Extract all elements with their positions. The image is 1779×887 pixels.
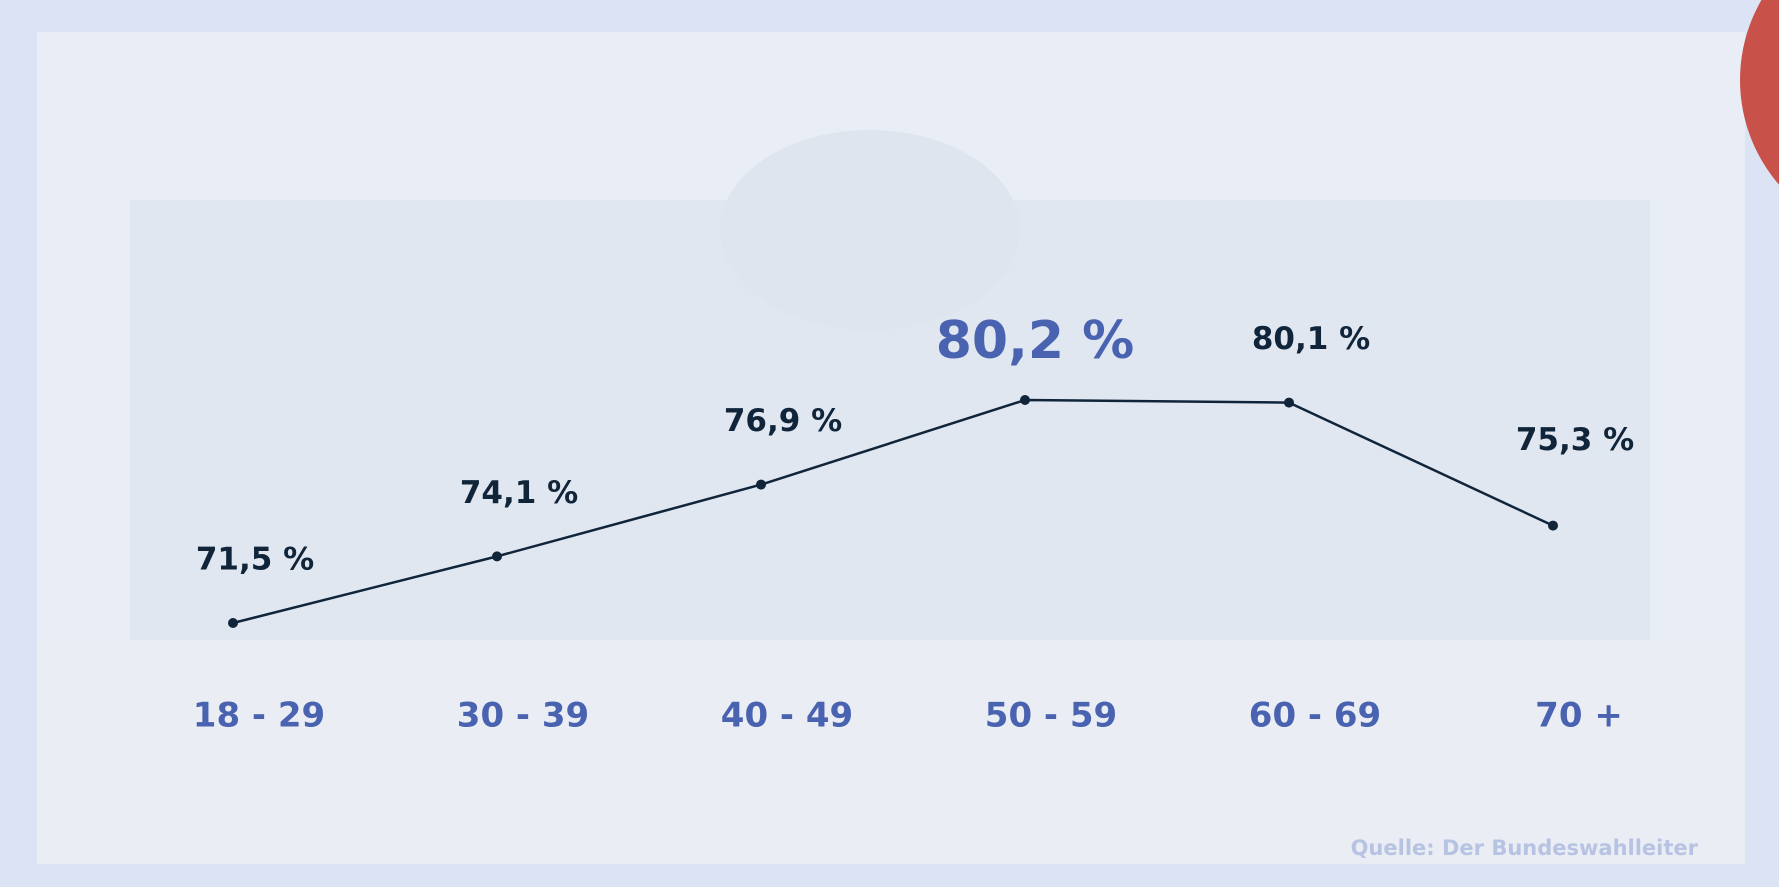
background-dome xyxy=(720,130,1020,330)
value-label: 71,5 % xyxy=(196,542,314,578)
line xyxy=(232,398,1554,625)
value-label: 74,1 % xyxy=(460,475,578,511)
x-tick-label: 18 - 29 xyxy=(193,696,325,736)
corner-decoration xyxy=(1740,0,1779,185)
point xyxy=(1020,395,1030,405)
point xyxy=(1548,520,1558,531)
value-label: 76,9 % xyxy=(724,403,842,439)
x-tick-label: 30 - 39 xyxy=(457,696,589,736)
point xyxy=(756,479,766,490)
value-label: 80,1 % xyxy=(1252,321,1370,357)
x-tick-label: 50 - 59 xyxy=(985,696,1117,736)
point xyxy=(492,551,502,562)
background-lawn xyxy=(37,640,1745,864)
point xyxy=(1284,397,1294,408)
x-tick-label: 40 - 49 xyxy=(721,696,853,736)
x-tick-label: 60 - 69 xyxy=(1249,696,1381,736)
x-tick-label: 70 + xyxy=(1535,696,1623,736)
source-note: Quelle: Der Bundeswahlleiter xyxy=(1351,836,1699,860)
value-label: 80,2 % xyxy=(936,311,1135,371)
value-label: 75,3 % xyxy=(1516,422,1634,458)
point xyxy=(228,618,238,628)
